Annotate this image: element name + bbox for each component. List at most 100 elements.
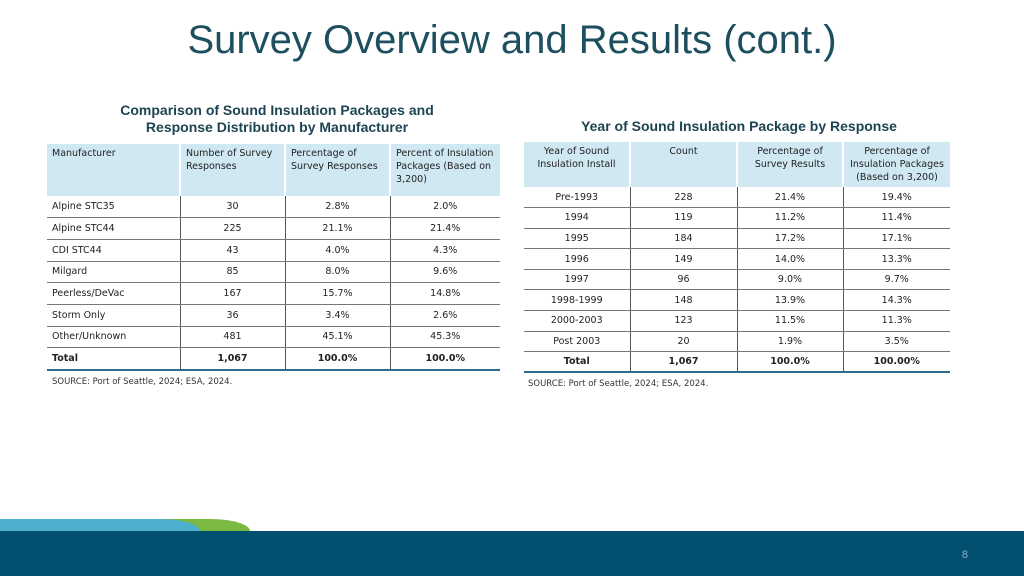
table-cell: 148: [630, 289, 738, 312]
table-cell: 14.3%: [843, 289, 950, 312]
manufacturer-table: Manufacturer Number of Survey Responses Pe…: [47, 144, 500, 371]
table-cell: Milgard: [47, 261, 181, 284]
table-cell: Pre-1993: [524, 187, 631, 209]
table1-title-line1: Comparison of Sound Insulation Packages …: [120, 102, 434, 118]
table-row: Peerless/DeVac 167 15.7% 14.8%: [47, 282, 500, 305]
table-cell: 13.9%: [737, 289, 844, 312]
table-cell: 1.9%: [737, 331, 844, 353]
table-row: 1998-1999 148 13.9% 14.3%: [524, 289, 950, 312]
table-cell: 1996: [524, 248, 631, 270]
table-row: Storm Only 36 3.4% 2.6%: [47, 304, 500, 327]
column-header: Count: [630, 142, 738, 187]
table-row: Post 2003 20 1.9% 3.5%: [524, 331, 950, 353]
table-cell: Total: [524, 351, 631, 374]
table-cell: 1995: [524, 228, 631, 250]
table-cell: 149: [630, 248, 738, 270]
table2-title: Year of Sound Insulation Package by Resp…: [581, 118, 897, 134]
table-cell: 21.4%: [737, 187, 844, 209]
table-cell: 9.0%: [737, 269, 844, 291]
table2-source: SOURCE: Port of Seattle, 2024; ESA, 2024…: [528, 379, 709, 389]
page-number: 8: [961, 549, 968, 561]
table-cell: 100.0%: [390, 347, 500, 371]
table-cell: 43: [180, 239, 286, 262]
table-cell: 17.1%: [843, 228, 950, 250]
table-cell: 100.00%: [843, 351, 950, 374]
table-cell: Alpine STC44: [47, 217, 181, 240]
table-cell: 8.0%: [285, 261, 391, 284]
table-cell: 11.3%: [843, 310, 950, 332]
table-cell: 36: [180, 304, 286, 327]
table-cell: 1998-1999: [524, 289, 631, 312]
column-header: Percent of Insulation Packages (Based on…: [390, 144, 500, 196]
table-cell: 21.1%: [285, 217, 391, 240]
table-cell: 19.4%: [843, 187, 950, 209]
table-cell: Post 2003: [524, 331, 631, 353]
column-header: Manufacturer: [47, 144, 181, 196]
table-cell: 11.5%: [737, 310, 844, 332]
table-cell: 100.0%: [737, 351, 844, 374]
table-cell: Other/Unknown: [47, 326, 181, 349]
column-header: Number of Survey Responses: [180, 144, 286, 196]
table-cell: 14.8%: [390, 282, 500, 305]
table-cell: 1994: [524, 207, 631, 229]
table-cell: 20: [630, 331, 738, 353]
table-cell: 1,067: [180, 347, 286, 371]
table-row: 1995 184 17.2% 17.1%: [524, 228, 950, 250]
table-row: 1997 96 9.0% 9.7%: [524, 269, 950, 291]
table-cell: 2.8%: [285, 196, 391, 219]
table-row: 1994 119 11.2% 11.4%: [524, 207, 950, 229]
table-cell: 1,067: [630, 351, 738, 374]
table-cell: Alpine STC35: [47, 196, 181, 219]
table-row: Pre-1993 228 21.4% 19.4%: [524, 187, 950, 209]
table-cell: 2.6%: [390, 304, 500, 327]
table-cell: 184: [630, 228, 738, 250]
table-cell: 9.6%: [390, 261, 500, 284]
table-cell: 3.4%: [285, 304, 391, 327]
table-cell: 30: [180, 196, 286, 219]
table1-source: SOURCE: Port of Seattle, 2024; ESA, 2024…: [52, 377, 233, 387]
total-row: Total 1,067 100.0% 100.0%: [47, 347, 500, 371]
table-row: 2000-2003 123 11.5% 11.3%: [524, 310, 950, 332]
table-cell: Total: [47, 347, 181, 371]
table-cell: 225: [180, 217, 286, 240]
table-cell: 100.0%: [285, 347, 391, 371]
total-row: Total 1,067 100.0% 100.00%: [524, 351, 950, 374]
table-cell: 11.2%: [737, 207, 844, 229]
table-cell: 15.7%: [285, 282, 391, 305]
table-cell: 4.0%: [285, 239, 391, 262]
column-header: Percentage of Survey Responses: [285, 144, 391, 196]
table-cell: 2000-2003: [524, 310, 631, 332]
table-cell: 1997: [524, 269, 631, 291]
table-cell: 4.3%: [390, 239, 500, 262]
table-row: 1996 149 14.0% 13.3%: [524, 248, 950, 270]
year-table: Year of Sound Insulation Install Count Per…: [524, 142, 950, 374]
table-cell: 85: [180, 261, 286, 284]
table-cell: 17.2%: [737, 228, 844, 250]
table-cell: 11.4%: [843, 207, 950, 229]
decorative-swoosh-blue: [0, 519, 200, 531]
column-header: Percentage of Survey Results: [737, 142, 844, 187]
table-cell: 96: [630, 269, 738, 291]
column-header: Year of Sound Insulation Install: [524, 142, 631, 187]
table-cell: 167: [180, 282, 286, 305]
table-row: Milgard 85 8.0% 9.6%: [47, 261, 500, 284]
table-cell: CDI STC44: [47, 239, 181, 262]
table-cell: Storm Only: [47, 304, 181, 327]
table-cell: 228: [630, 187, 738, 209]
table-cell: 9.7%: [843, 269, 950, 291]
table-cell: 21.4%: [390, 217, 500, 240]
table-cell: 481: [180, 326, 286, 349]
table1-title-line2: Response Distribution by Manufacturer: [145, 119, 409, 135]
table-cell: Peerless/DeVac: [47, 282, 181, 305]
table-row: Alpine STC35 30 2.8% 2.0%: [47, 196, 500, 219]
table-cell: 14.0%: [737, 248, 844, 270]
table-cell: 119: [630, 207, 738, 229]
table-cell: 45.1%: [285, 326, 391, 349]
slide-title: Survey Overview and Results (cont.): [187, 18, 837, 62]
table-cell: 45.3%: [390, 326, 500, 349]
table-cell: 3.5%: [843, 331, 950, 353]
table-cell: 13.3%: [843, 248, 950, 270]
table1-title: Comparison of Sound Insulation Packages …: [47, 102, 507, 136]
table-row: Other/Unknown 481 45.1% 45.3%: [47, 326, 500, 349]
footer-bar: [0, 531, 1024, 576]
